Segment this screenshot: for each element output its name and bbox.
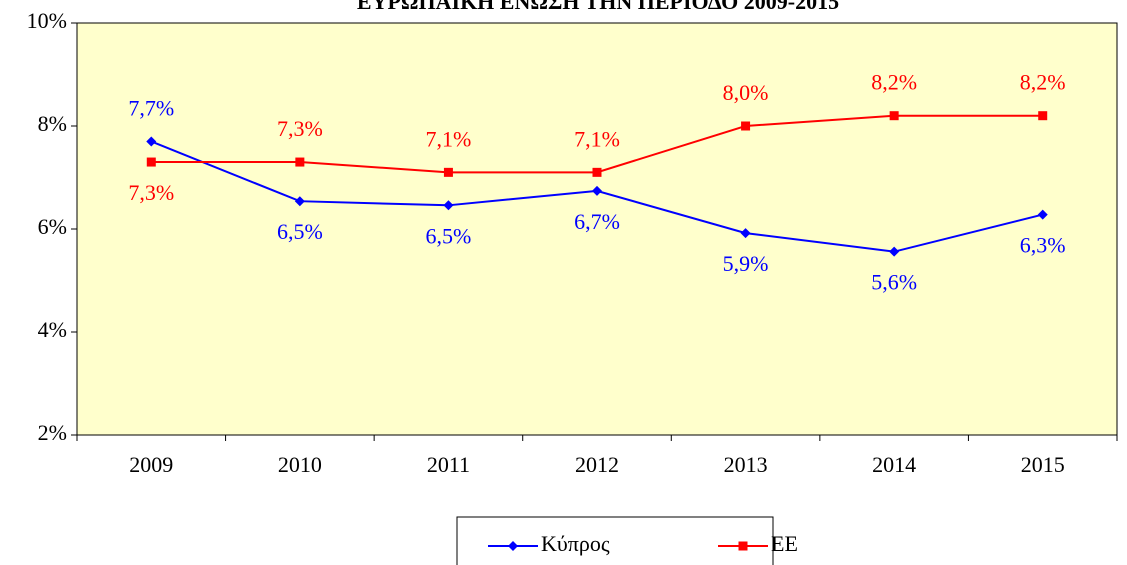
data-point	[741, 121, 751, 131]
x-tick-label: 2012	[575, 452, 619, 477]
legend-marker	[738, 541, 748, 551]
x-tick-label: 2011	[427, 452, 470, 477]
data-point	[889, 246, 900, 257]
y-tick-label: 10%	[27, 8, 67, 33]
data-point	[1038, 111, 1048, 121]
legend-marker	[508, 541, 518, 551]
data-label: 8,2%	[871, 70, 917, 95]
legend-box	[456, 516, 774, 565]
data-label: 7,3%	[277, 116, 323, 141]
data-label: 5,9%	[723, 251, 769, 276]
data-point	[146, 157, 156, 167]
x-tick-label: 2015	[1021, 452, 1065, 477]
y-tick-label: 8%	[38, 111, 67, 136]
data-point	[740, 228, 751, 239]
data-point	[592, 185, 602, 196]
data-label: 5,6%	[871, 270, 917, 295]
data-label: 6,7%	[574, 209, 620, 234]
y-tick-label: 4%	[38, 317, 67, 342]
data-point	[592, 167, 602, 177]
data-label: 8,0%	[723, 80, 769, 105]
data-point	[294, 196, 305, 207]
data-label: 7,1%	[426, 126, 472, 151]
data-point	[443, 167, 453, 177]
data-label: 8,2%	[1020, 70, 1066, 95]
chart-title: ΕΥΡΩΠΑΪΚΗ ΕΝΩΣΗ ΤΗΝ ΠΕΡΙΟΔΟ 2009-2015	[357, 0, 839, 14]
data-point	[889, 111, 899, 121]
data-point	[295, 157, 305, 167]
y-tick-label: 2%	[38, 420, 67, 445]
data-point	[146, 136, 157, 147]
data-label: 7,1%	[574, 126, 620, 151]
x-tick-label: 2014	[872, 452, 916, 477]
x-tick-label: 2010	[278, 452, 322, 477]
data-label: 7,7%	[128, 95, 174, 120]
plot-area	[76, 22, 1118, 436]
x-tick-label: 2009	[129, 452, 173, 477]
data-label: 7,3%	[128, 180, 174, 205]
y-tick-label: 6%	[38, 214, 67, 239]
data-label: 6,3%	[1020, 233, 1066, 258]
legend-label: Κύπρος	[541, 531, 610, 556]
legend-label: ΕΕ	[771, 531, 798, 556]
data-label: 6,5%	[277, 219, 323, 244]
data-point	[1037, 209, 1048, 220]
x-tick-label: 2013	[724, 452, 768, 477]
data-point	[443, 200, 454, 211]
data-label: 6,5%	[426, 223, 472, 248]
